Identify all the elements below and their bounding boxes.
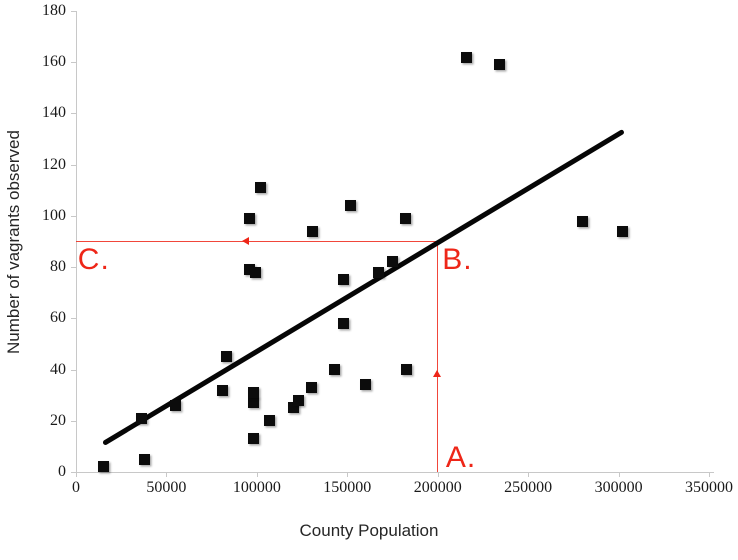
data-point xyxy=(287,402,299,414)
x-tick-label: 300000 xyxy=(594,479,643,496)
x-axis-line xyxy=(76,472,714,473)
data-point xyxy=(220,351,232,363)
y-tick xyxy=(71,113,76,115)
y-tick-label: 140 xyxy=(42,104,66,122)
y-tick-label: 0 xyxy=(58,463,66,480)
data-point xyxy=(244,212,256,224)
x-tick-label: 150000 xyxy=(323,479,372,496)
x-tick xyxy=(347,472,349,477)
x-tick xyxy=(437,472,439,477)
x-tick-label: 350000 xyxy=(685,479,733,496)
y-axis-title: Number of vagrants observed xyxy=(4,130,23,354)
data-point xyxy=(254,182,266,194)
x-tick xyxy=(76,472,77,477)
data-point xyxy=(401,364,413,376)
data-point xyxy=(139,453,151,465)
data-point xyxy=(247,387,259,399)
x-tick xyxy=(709,472,710,477)
y-tick xyxy=(71,164,76,166)
data-point xyxy=(97,461,109,473)
y-tick xyxy=(71,11,76,12)
data-point xyxy=(576,215,588,227)
y-tick-label: 80 xyxy=(50,258,66,276)
data-point xyxy=(247,433,259,445)
data-point xyxy=(616,225,628,237)
x-tick-label: 200000 xyxy=(413,479,462,496)
data-point xyxy=(338,317,350,329)
data-point xyxy=(264,415,276,427)
arrowhead-left xyxy=(242,237,250,245)
y-tick-label: 120 xyxy=(42,155,66,173)
y-tick-label: 40 xyxy=(50,360,66,378)
annotation-label-b: B. xyxy=(442,242,473,276)
data-point xyxy=(216,384,228,396)
data-point xyxy=(338,274,350,286)
y-tick xyxy=(71,472,76,473)
data-point xyxy=(247,397,259,409)
trend-line xyxy=(101,129,625,446)
y-tick xyxy=(71,215,76,217)
arrowhead-up xyxy=(433,369,442,377)
data-point xyxy=(372,266,384,278)
y-tick-label: 60 xyxy=(50,309,66,327)
y-tick xyxy=(71,267,76,269)
data-point xyxy=(461,51,473,63)
y-tick xyxy=(71,420,76,422)
data-point xyxy=(307,225,319,237)
data-point xyxy=(359,379,371,391)
data-point xyxy=(305,381,317,393)
y-tick xyxy=(71,369,76,371)
y-tick-label: 100 xyxy=(42,206,66,224)
data-point xyxy=(169,399,181,411)
data-point xyxy=(399,212,411,224)
x-axis-title: County Population xyxy=(299,521,439,540)
x-tick xyxy=(528,472,530,477)
data-point xyxy=(345,200,357,212)
y-tick-label: 160 xyxy=(42,53,66,71)
y-tick xyxy=(71,62,76,64)
data-point xyxy=(249,266,261,278)
x-tick xyxy=(618,472,620,477)
x-tick-label: 50000 xyxy=(146,479,187,496)
annotation-label-a: A. xyxy=(445,440,477,474)
annotation-label-c: C. xyxy=(77,242,110,276)
data-point xyxy=(292,394,304,406)
y-tick-label: 180 xyxy=(42,2,66,19)
data-point xyxy=(493,59,505,71)
x-tick xyxy=(256,472,258,477)
y-tick xyxy=(71,318,76,320)
x-tick-label: 0 xyxy=(72,479,80,496)
guide-line-horizontal xyxy=(76,241,438,242)
x-tick-label: 100000 xyxy=(232,479,281,496)
data-point xyxy=(387,256,398,268)
y-tick-label: 20 xyxy=(50,411,66,429)
x-tick xyxy=(166,472,168,477)
data-point xyxy=(135,412,147,424)
data-point xyxy=(329,364,341,376)
guide-line-vertical xyxy=(437,241,439,472)
x-tick-label: 250000 xyxy=(504,479,553,496)
